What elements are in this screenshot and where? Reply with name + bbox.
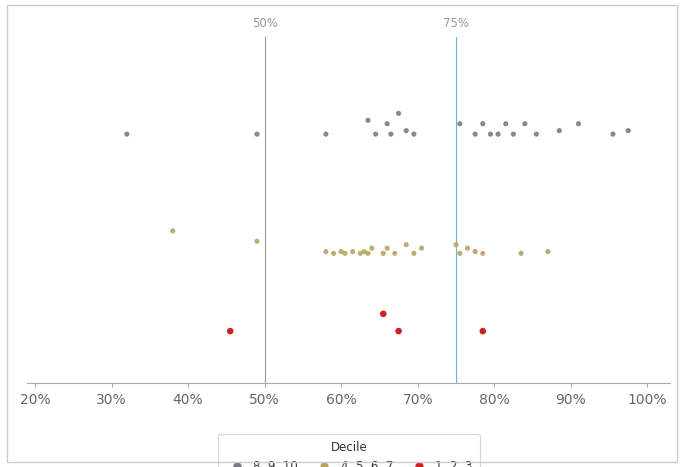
Point [542,248,553,255]
Point [389,249,400,257]
Text: 75%: 75% [443,17,469,30]
Point [225,327,236,335]
Point [393,327,404,335]
Point [519,120,530,127]
Point [477,120,488,127]
Point [416,244,427,252]
Text: 50%: 50% [252,17,278,30]
Point [451,241,462,248]
Point [378,249,389,257]
Point [477,249,488,257]
Point [358,248,369,255]
Point [408,249,419,257]
Point [401,241,412,248]
Point [573,120,584,127]
Point [386,130,397,138]
Point [470,248,481,255]
Point [531,130,542,138]
Point [252,238,263,245]
Point [454,249,465,257]
Point [168,227,179,234]
Point [320,248,331,255]
Point [401,127,412,134]
Point [320,130,331,138]
Point [454,120,465,127]
Point [470,130,481,138]
Point [382,244,393,252]
Point [339,249,350,257]
Point [492,130,503,138]
Point [363,117,373,124]
Point [462,244,473,252]
Point [121,130,132,138]
Point [485,130,496,138]
Point [554,127,565,134]
Point [370,130,381,138]
Point [336,248,347,255]
Point [328,249,339,257]
Point [477,327,488,335]
Point [500,120,511,127]
Legend: 8, 9, 10, 4, 5, 6, 7, 1, 2, 3: 8, 9, 10, 4, 5, 6, 7, 1, 2, 3 [218,434,480,467]
Point [363,249,373,257]
Point [347,248,358,255]
Point [607,130,618,138]
Point [516,249,527,257]
Point [393,110,404,117]
Point [367,244,378,252]
Point [378,310,389,318]
Point [508,130,519,138]
Point [252,130,263,138]
Point [408,130,419,138]
Point [382,120,393,127]
Point [355,249,366,257]
Point [622,127,633,134]
